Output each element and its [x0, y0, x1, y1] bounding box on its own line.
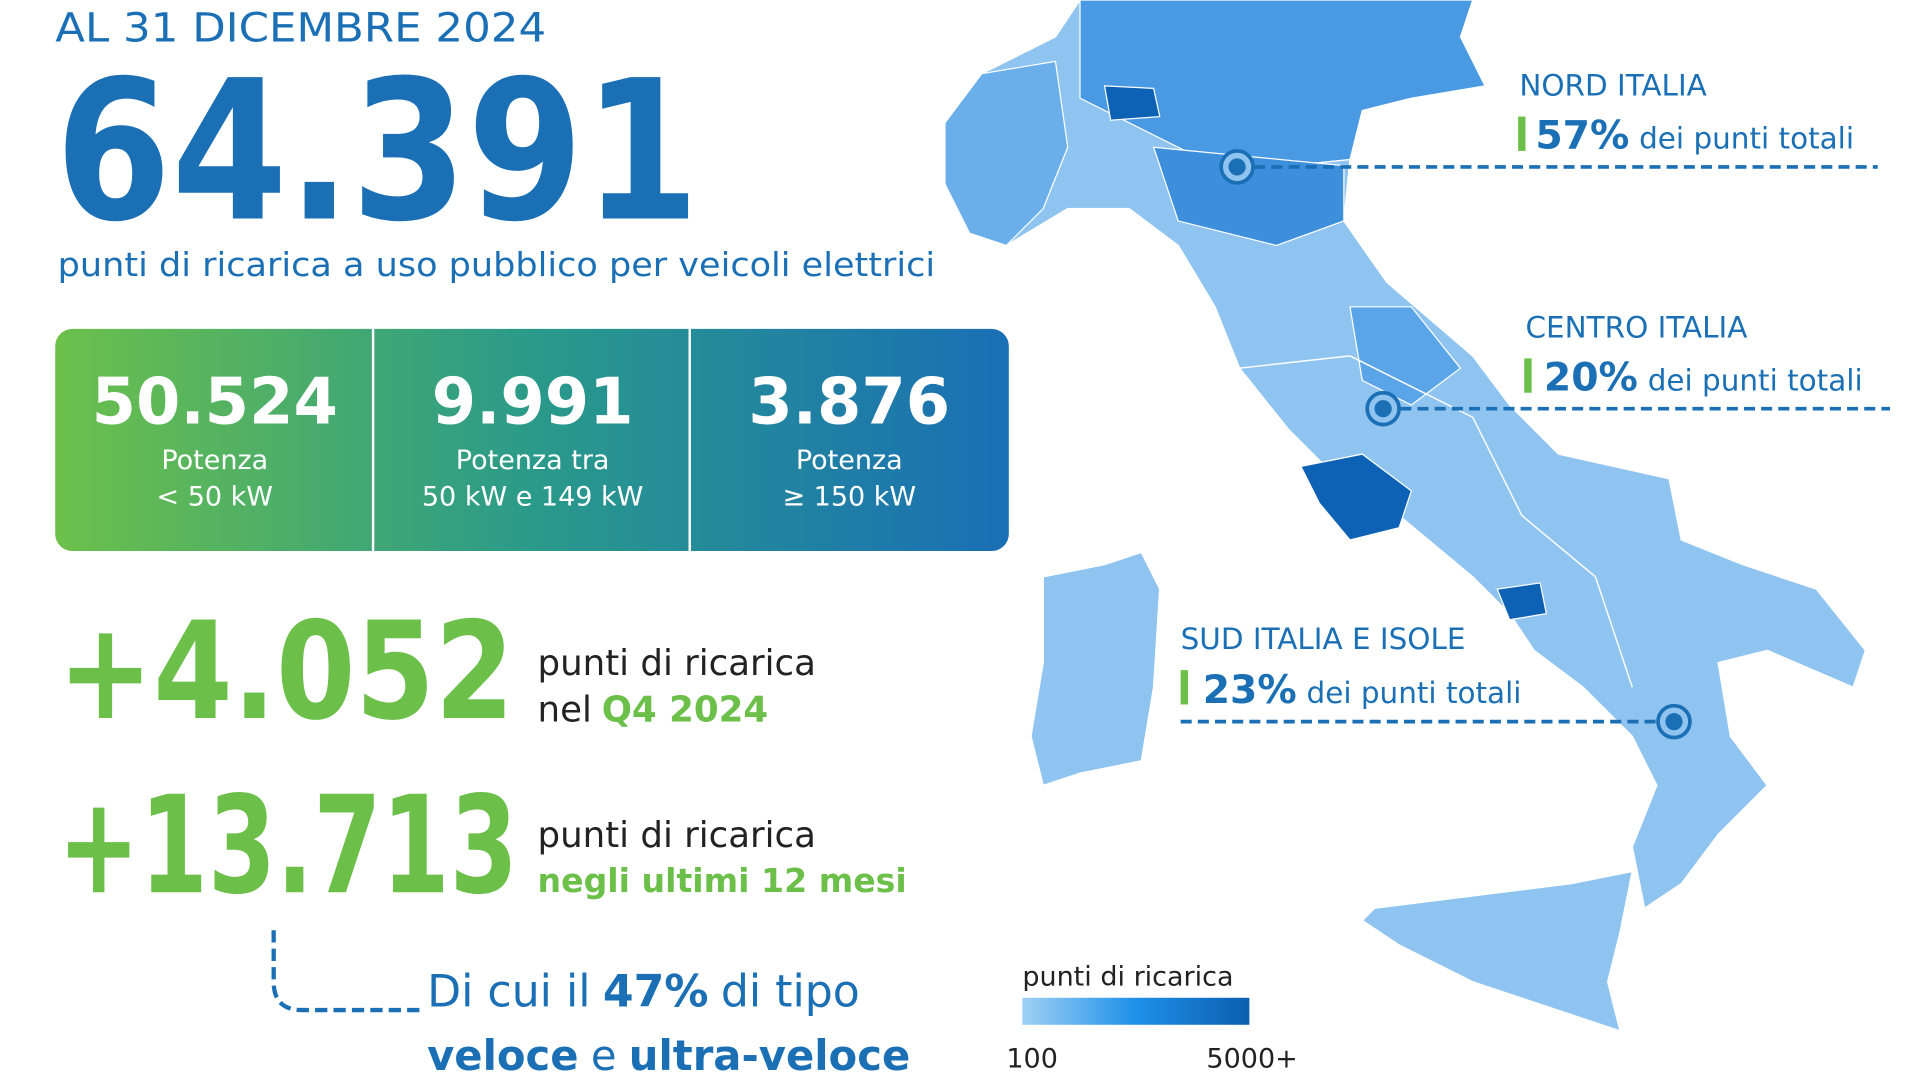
- note-line2: veloce e ultra-veloce: [427, 1031, 910, 1080]
- prefix: nel: [538, 690, 592, 731]
- share-text: dei punti totali: [1639, 122, 1854, 156]
- growth-value: +4.052: [58, 593, 515, 750]
- box-label: Potenza tra: [456, 445, 610, 476]
- connector: [271, 930, 420, 1013]
- markers: [1219, 149, 1692, 740]
- legend-gradient: [1022, 997, 1250, 1025]
- subtitle: punti di ricarica a uso pubblico per vei…: [58, 245, 936, 284]
- note-line1: Di cui il 47% di tipo: [427, 966, 860, 1017]
- marker-dot: [1228, 158, 1246, 176]
- north-area: [1079, 0, 1486, 173]
- emilia: [1152, 146, 1345, 247]
- region-share: 20% dei punti totali: [1544, 355, 1863, 400]
- growth-text: nel Q4 2024: [538, 690, 769, 731]
- region-border: [1239, 355, 1633, 688]
- box-background: [55, 328, 1009, 552]
- note-ultra: ultra-veloce: [629, 1031, 910, 1080]
- box-value: 50.524: [92, 365, 338, 439]
- power-boxes: 50.524 Potenza < 50 kW 9.991 Potenza tra…: [55, 328, 1009, 552]
- region-name: CENTRO ITALIA: [1526, 311, 1748, 345]
- bar-accent: [1524, 358, 1532, 393]
- marker-dot: [1665, 713, 1683, 731]
- region-share: 23% dei punti totali: [1203, 668, 1522, 713]
- central-area: [1349, 306, 1462, 406]
- region-labels: NORD ITALIA 57% dei punti totali CENTRO I…: [1180, 69, 1863, 713]
- region-share: 57% dei punti totali: [1535, 114, 1854, 159]
- box-label: Potenza: [161, 445, 268, 476]
- naples: [1496, 582, 1548, 621]
- share: 57%: [1535, 114, 1629, 159]
- legend-title: punti di ricarica: [1022, 962, 1233, 993]
- note-percent: 47%: [603, 966, 709, 1017]
- rome: [1300, 453, 1413, 541]
- share-text: dei punti totali: [1307, 676, 1522, 710]
- box-label: ≥ 150 kW: [782, 482, 916, 513]
- box-value: 9.991: [432, 365, 634, 439]
- legend-max: 5000+: [1206, 1044, 1297, 1075]
- bar-accent: [1518, 116, 1526, 151]
- legend-min: 100: [1006, 1044, 1058, 1075]
- sardinia: [1030, 551, 1161, 787]
- note-fast: veloce: [427, 1031, 578, 1080]
- box-label: 50 kW e 149 kW: [422, 482, 644, 513]
- total: 64.391: [55, 38, 699, 264]
- note-text: e: [591, 1031, 617, 1080]
- bar-accent: [1180, 670, 1188, 705]
- growth-highlight: negli ultimi 12 mesi: [538, 861, 907, 900]
- region-name: NORD ITALIA: [1519, 69, 1706, 103]
- highlight: Q4 2024: [602, 690, 768, 731]
- italy-map: [944, 0, 1867, 1033]
- growth: +4.052 punti di ricarica nel Q4 2024 +13.…: [58, 593, 907, 924]
- milan: [1103, 85, 1161, 121]
- note-text: di tipo: [721, 966, 860, 1017]
- date: AL 31 DICEMBRE 2024: [55, 4, 546, 52]
- legend: punti di ricarica 100 5000+: [1006, 962, 1297, 1075]
- piedmont: [944, 60, 1069, 247]
- growth-text: punti di ricarica: [538, 643, 816, 684]
- growth-text: punti di ricarica: [538, 815, 816, 856]
- region-name: SUD ITALIA E ISOLE: [1181, 622, 1466, 656]
- box-value: 3.876: [748, 365, 950, 439]
- sicily: [1361, 870, 1634, 1033]
- share-text: dei punti totali: [1648, 363, 1863, 397]
- box-label: Potenza: [796, 445, 903, 476]
- note-text: Di cui il: [427, 966, 590, 1017]
- marker-dot: [1374, 400, 1392, 418]
- callouts: [1180, 165, 1890, 724]
- share: 20%: [1544, 355, 1638, 400]
- growth-value: +13.713: [58, 767, 518, 924]
- share: 23%: [1203, 668, 1297, 713]
- box-label: < 50 kW: [157, 482, 273, 513]
